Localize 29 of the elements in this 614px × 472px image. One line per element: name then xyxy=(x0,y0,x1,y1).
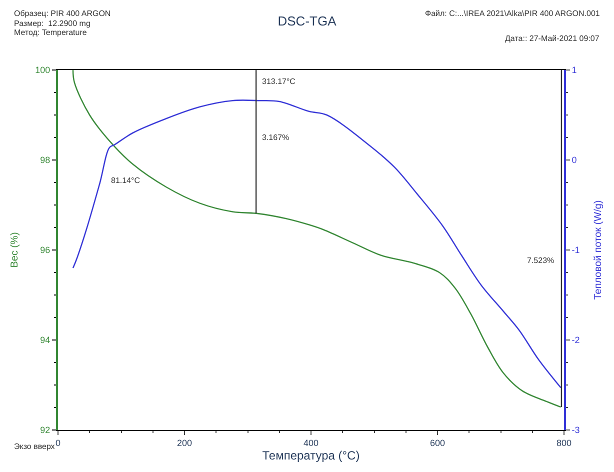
y-tick-label: 96 xyxy=(40,245,50,256)
x-tick-label: 400 xyxy=(303,438,319,448)
text: Экзо вверх xyxy=(14,442,55,451)
y-tick-label: 92 xyxy=(40,425,50,436)
y2-axis-title: Тепловой поток (W/g) xyxy=(592,200,604,300)
x-tick-label: 600 xyxy=(430,438,446,448)
annotation: 81.14°C xyxy=(111,176,140,185)
y-tick-label: 100 xyxy=(35,65,50,76)
annotation: 313.17°C xyxy=(262,77,296,86)
y2-tick-label: -2 xyxy=(572,335,580,346)
chart-title: DSC-TGA xyxy=(278,14,337,29)
x-tick-label: 0 xyxy=(55,438,61,448)
text: Файл: C:...\IREA 2021\Alka\PIR 400 ARGON.001 xyxy=(425,9,600,18)
x-tick-label: 800 xyxy=(556,438,572,448)
text: Образец: PIR 400 ARGON xyxy=(14,9,111,18)
annotation: 3.167% xyxy=(262,133,290,142)
annotation: 7.523% xyxy=(527,256,554,265)
y-axis-title: Вес (%) xyxy=(10,232,21,268)
y-tick-label: 98 xyxy=(40,155,50,166)
x-axis-title: Температура (°C) xyxy=(262,448,360,463)
text: Метод: Temperature xyxy=(14,28,88,37)
text: Дата:: 27-Май-2021 09:07 xyxy=(505,34,600,43)
text: Размер: 12.2900 mg xyxy=(14,19,90,28)
y2-tick-label: 0 xyxy=(572,155,577,166)
y-tick-label: 94 xyxy=(40,335,50,346)
x-tick-label: 200 xyxy=(176,438,192,448)
y2-tick-label: 1 xyxy=(572,65,577,76)
y2-tick-label: -3 xyxy=(572,425,580,436)
y2-tick-label: -1 xyxy=(572,245,580,256)
